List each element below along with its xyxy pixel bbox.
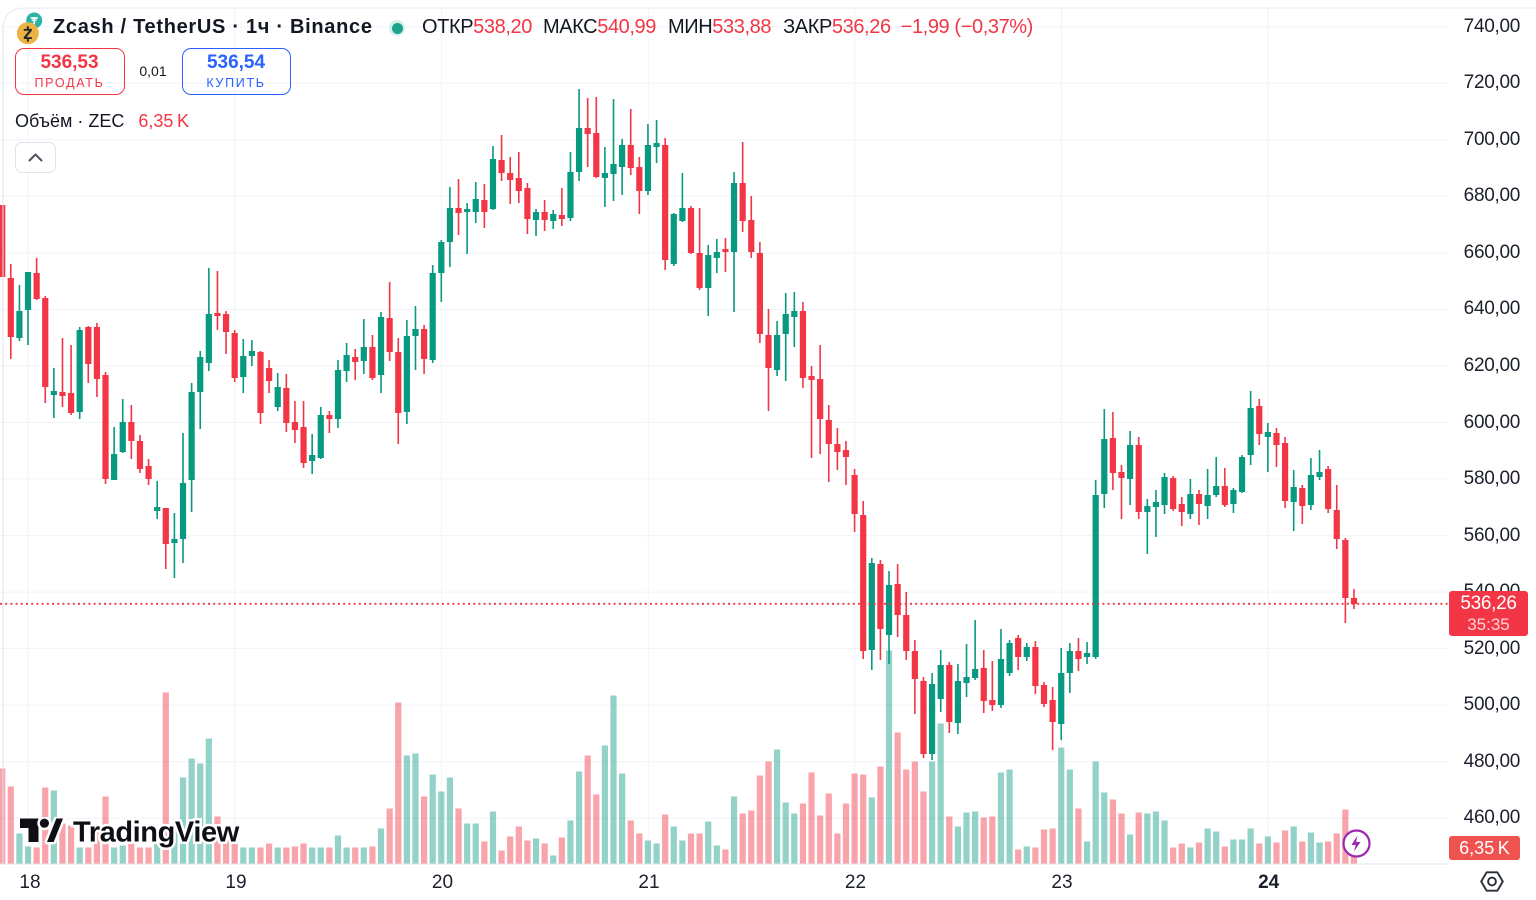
svg-text:TradingView: TradingView [73,817,240,849]
